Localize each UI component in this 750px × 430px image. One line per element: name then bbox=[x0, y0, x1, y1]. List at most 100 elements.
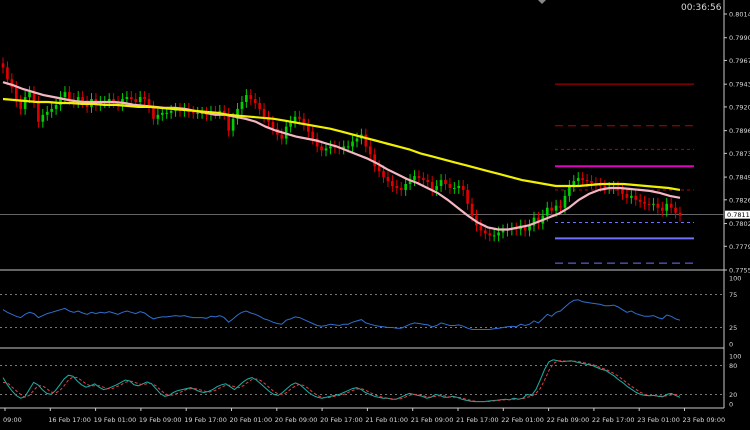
candle bbox=[222, 104, 226, 120]
candle bbox=[329, 140, 332, 155]
candle bbox=[59, 91, 62, 111]
candle-body bbox=[147, 99, 151, 107]
candle bbox=[399, 182, 403, 196]
candle-body bbox=[461, 185, 465, 190]
candle-body bbox=[293, 116, 297, 122]
time-tick-label: 20 Feb 09:00 bbox=[275, 416, 318, 424]
candle-body bbox=[528, 225, 531, 231]
candle bbox=[236, 102, 239, 125]
candle-body bbox=[14, 87, 18, 101]
candle bbox=[638, 193, 642, 208]
price-tick-label: 0.7967 bbox=[729, 57, 750, 65]
candle bbox=[457, 180, 461, 194]
price-tick-label: 0.7826 bbox=[729, 196, 750, 204]
candle-body bbox=[483, 230, 487, 234]
candle bbox=[19, 95, 23, 115]
candle-body bbox=[444, 180, 447, 185]
candle bbox=[430, 176, 434, 196]
candle bbox=[68, 86, 71, 105]
candle bbox=[576, 172, 580, 187]
candle bbox=[368, 140, 372, 161]
price-tick-label: 0.7896 bbox=[729, 127, 750, 135]
candle-body bbox=[479, 225, 483, 231]
server-clock: 00:36:56 bbox=[681, 3, 722, 13]
candle bbox=[311, 125, 315, 145]
candle bbox=[532, 211, 536, 232]
candle-body bbox=[470, 203, 474, 216]
rsi-tick-label: 75 bbox=[729, 291, 737, 299]
candle bbox=[23, 91, 27, 115]
candle-body bbox=[258, 102, 261, 109]
candle bbox=[160, 106, 164, 121]
candle bbox=[41, 108, 45, 128]
candle bbox=[422, 172, 425, 186]
candle bbox=[258, 97, 261, 115]
candle-body bbox=[665, 203, 669, 211]
candle bbox=[156, 108, 160, 125]
candle-body bbox=[329, 146, 332, 149]
candle-body bbox=[298, 116, 301, 119]
time-tick-label: 19 Feb 09:00 bbox=[139, 416, 182, 424]
candle-body bbox=[413, 176, 416, 181]
candle-body bbox=[590, 181, 593, 184]
rsi-tick-label: 25 bbox=[729, 324, 737, 332]
candle-body bbox=[466, 189, 469, 204]
candle-body bbox=[399, 187, 403, 190]
candle bbox=[660, 201, 664, 217]
axes: 0.8014 0.7990 0.7967 0.7943 0.7920 0.7896 0.78… bbox=[3, 11, 750, 424]
candle bbox=[643, 195, 646, 210]
candle-body bbox=[634, 195, 638, 200]
candle-body bbox=[364, 134, 368, 147]
chevron-down-icon[interactable] bbox=[538, 0, 546, 4]
ma_slow-line bbox=[2, 97, 681, 191]
candle bbox=[625, 187, 629, 204]
candle bbox=[444, 174, 447, 190]
candle bbox=[581, 172, 584, 186]
candle-body bbox=[271, 121, 275, 129]
candle-body bbox=[262, 108, 266, 117]
candle-body bbox=[448, 184, 452, 188]
candle-body bbox=[28, 92, 31, 98]
candle-body bbox=[165, 112, 169, 114]
candle-body bbox=[404, 184, 407, 190]
stoch-tick-label: 80 bbox=[729, 362, 737, 370]
price-tick-label: 0.7920 bbox=[729, 103, 750, 111]
candle-body bbox=[68, 92, 71, 100]
candle bbox=[568, 180, 571, 202]
candle-body bbox=[523, 225, 527, 231]
candle-body bbox=[678, 212, 682, 216]
candle bbox=[391, 175, 394, 192]
candle bbox=[10, 73, 14, 94]
rsi-panel: 100 75 25 0 bbox=[0, 275, 741, 349]
candle-body bbox=[621, 189, 624, 194]
candle-body bbox=[382, 171, 385, 178]
candle bbox=[32, 86, 36, 108]
candle-body bbox=[643, 201, 646, 204]
candle bbox=[143, 91, 146, 105]
candle bbox=[306, 118, 310, 138]
candle bbox=[647, 197, 651, 211]
candle bbox=[408, 174, 412, 190]
candle bbox=[678, 206, 682, 222]
candle-body bbox=[253, 99, 257, 103]
candle bbox=[669, 197, 673, 214]
candle bbox=[528, 219, 531, 237]
time-tick-label: 19 Feb 01:00 bbox=[94, 416, 137, 424]
candle bbox=[240, 96, 244, 115]
candle-body bbox=[386, 177, 390, 182]
price-tick-label: 0.7849 bbox=[729, 174, 750, 182]
candle bbox=[218, 104, 222, 119]
candle-body bbox=[240, 101, 244, 109]
time-tick-label: 19 Feb 17:00 bbox=[184, 416, 227, 424]
stoch-tick-label: 100 bbox=[729, 353, 741, 361]
candle bbox=[461, 180, 465, 196]
candle bbox=[342, 140, 346, 155]
price-tick-label: 0.7779 bbox=[729, 243, 750, 251]
candle-body bbox=[191, 111, 195, 113]
candle bbox=[479, 219, 483, 237]
candle-body bbox=[76, 97, 80, 102]
time-tick-label: 16 Feb 17:00 bbox=[48, 416, 91, 424]
candle bbox=[351, 135, 354, 153]
candle-body bbox=[368, 146, 372, 155]
candle bbox=[386, 171, 390, 187]
